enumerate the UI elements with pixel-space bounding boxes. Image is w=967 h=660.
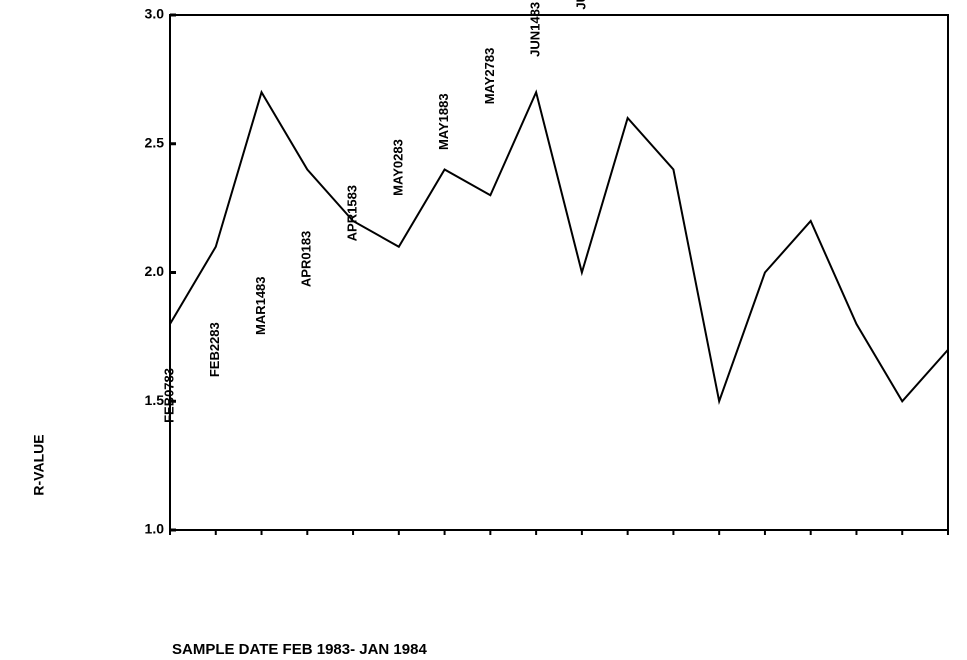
x-tick-label: FEB2283 [207,322,222,377]
y-axis-label: R-VALUE [31,434,47,495]
plot-frame [169,14,949,531]
y-tick-label: 2.0 [145,263,165,279]
x-tick-label: APR0183 [299,231,314,287]
y-tick-label: 3.0 [145,6,165,22]
x-tick-label: APR1583 [344,185,359,241]
y-tick-label: 1.5 [145,392,165,408]
x-axis-label: SAMPLE DATE FEB 1983- JAN 1984 [172,641,427,658]
y-tick-label: 2.5 [145,134,165,150]
x-tick-label: MAY0283 [390,139,405,196]
data-line [169,89,949,406]
x-tick-label: JUN1483 [528,2,543,57]
x-tick-label: JUL0683 [573,0,588,10]
y-tick-label: 1.0 [145,521,165,537]
x-tick-label: MAR1483 [253,276,268,335]
x-tick-label: MAY2783 [482,48,497,105]
x-tick-label: MAY1883 [436,93,451,150]
x-tick-label: FEB0783 [161,368,176,423]
